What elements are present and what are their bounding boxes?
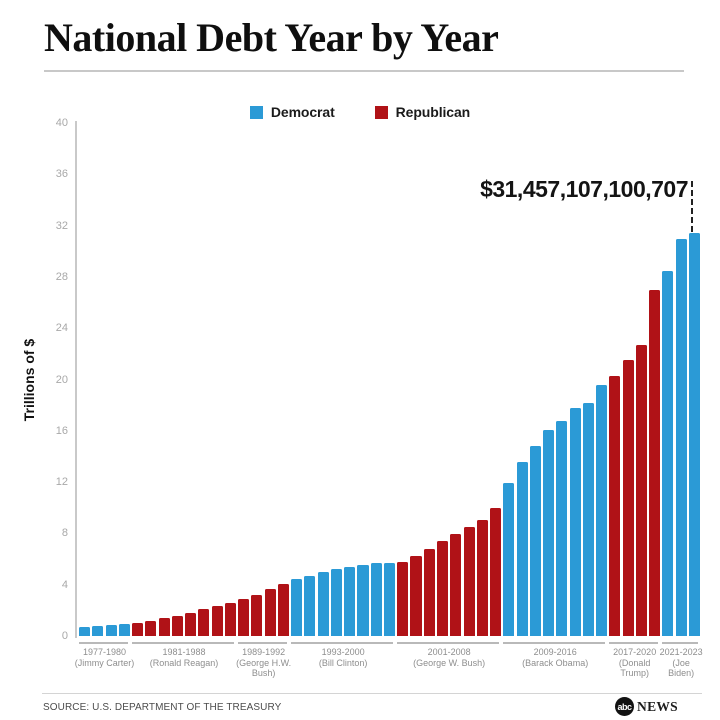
y-tick-0: 0 (61, 630, 68, 642)
x-axis: 1977-1980 (Jimmy Carter) 1981-1988 (Ronald … (75, 636, 703, 692)
bar-2010 (516, 462, 528, 636)
group-underline-2009-2016 (503, 642, 606, 644)
bar-1992 (277, 583, 289, 636)
bar-1987 (211, 605, 223, 636)
group-underline-1989-1992 (238, 642, 288, 644)
abc-news-logo: abc NEWS (615, 697, 678, 716)
bar-1997 (344, 566, 356, 636)
group-underline-1993-2000 (291, 642, 394, 644)
bar-2004 (436, 541, 449, 636)
bar-1990 (251, 594, 263, 636)
bar-2002 (410, 556, 422, 636)
bar-2020 (649, 290, 661, 636)
bar-1988 (224, 602, 236, 636)
bar-1998 (357, 565, 369, 636)
bar-2014 (569, 407, 581, 636)
group-label-1993-2000: 1993-2000 (Bill Clinton) (318, 647, 368, 668)
footer-divider (42, 693, 702, 694)
bar-1999 (370, 563, 382, 636)
bar-1991 (264, 588, 276, 636)
bar-2016 (596, 385, 608, 636)
annotation-pointer-line (691, 181, 693, 232)
y-tick-40: 40 (55, 117, 68, 129)
bar-2003 (423, 549, 435, 636)
y-tick-16: 16 (55, 424, 68, 437)
group-label-2017-2020: 2017-2020 (Donald Trump) (613, 647, 657, 678)
y-tick-28: 28 (55, 270, 68, 283)
bar-1979 (105, 625, 117, 636)
bar-2009 (503, 483, 515, 636)
abc-news-wordmark: NEWS (637, 698, 678, 714)
y-tick-32: 32 (55, 219, 68, 232)
bar-1983 (158, 618, 170, 636)
y-tick-12: 12 (55, 476, 68, 489)
legend-label-democrat: Democrat (270, 104, 335, 120)
bar-2019 (635, 344, 647, 636)
group-underline-1981-1988 (132, 642, 234, 644)
y-tick-4: 4 (61, 578, 68, 591)
group-label-2009-2016: 2009-2016 (Barack Obama) (522, 647, 589, 668)
bar-2022 (675, 239, 687, 636)
bar-2017 (609, 376, 621, 636)
y-tick-20: 20 (55, 373, 68, 386)
chart-legend: Democrat Republican (0, 104, 720, 120)
group-underline-1977-1980 (79, 642, 128, 644)
y-tick-24: 24 (55, 322, 68, 335)
group-label-1981-1988: 1981-1988 (Ronald Reagan) (149, 647, 219, 668)
bar-1982 (145, 621, 157, 636)
bar-1995 (317, 572, 329, 636)
bar-2012 (543, 429, 555, 636)
bar-2006 (463, 526, 475, 636)
bar-1994 (304, 575, 316, 636)
group-label-2001-2008: 2001-2008 (George W. Bush) (413, 647, 486, 668)
republican-swatch-icon (374, 105, 388, 119)
legend-item-democrat: Democrat (249, 104, 335, 120)
page-title: National Debt Year by Year (44, 15, 499, 60)
abc-logo-icon: abc (615, 697, 635, 716)
bar-1993 (291, 579, 303, 636)
bar-2000 (383, 563, 396, 636)
legend-label-republican: Republican (395, 104, 471, 120)
bar-2023 (688, 232, 700, 636)
group-label-1977-1980: 1977-1980 (Jimmy Carter) (74, 647, 135, 668)
democrat-swatch-icon (249, 105, 263, 119)
bar-1984 (171, 615, 183, 636)
group-underline-2021-2023 (662, 642, 698, 644)
bar-1977 (79, 627, 91, 636)
bar-2021 (662, 271, 674, 636)
bar-2007 (476, 520, 488, 636)
plot-area: 0 4 8 12 16 20 24 28 32 36 40 (56, 117, 701, 642)
bar-1985 (185, 612, 197, 636)
bar-1986 (198, 608, 210, 636)
debt-total-annotation: $31,457,107,100,707 (480, 176, 688, 202)
bar-2001 (397, 561, 409, 636)
bar-2013 (556, 421, 568, 636)
bar-2005 (450, 534, 462, 636)
title-divider (44, 70, 684, 72)
group-label-2021-2023: 2021-2023 (Joe Biden) (659, 647, 703, 678)
source-credit: SOURCE: U.S. DEPARTMENT OF THE TREASURY (43, 702, 282, 713)
group-underline-2017-2020 (609, 642, 659, 644)
bar-2008 (490, 507, 502, 636)
bar-2018 (622, 360, 634, 636)
bar-1989 (238, 599, 250, 636)
group-underline-2001-2008 (397, 642, 500, 644)
bar-2011 (529, 446, 541, 636)
legend-item-republican: Republican (374, 104, 471, 120)
bar-2015 (582, 403, 594, 636)
y-axis-line (75, 121, 77, 638)
bar-1980 (118, 624, 130, 636)
y-tick-8: 8 (61, 527, 68, 540)
bar-1996 (330, 569, 342, 636)
bar-1981 (132, 623, 144, 636)
bar-1978 (92, 626, 104, 636)
group-label-1989-1992: 1989-1992 (George H.W. Bush) (236, 647, 292, 678)
y-tick-36: 36 (55, 168, 68, 181)
